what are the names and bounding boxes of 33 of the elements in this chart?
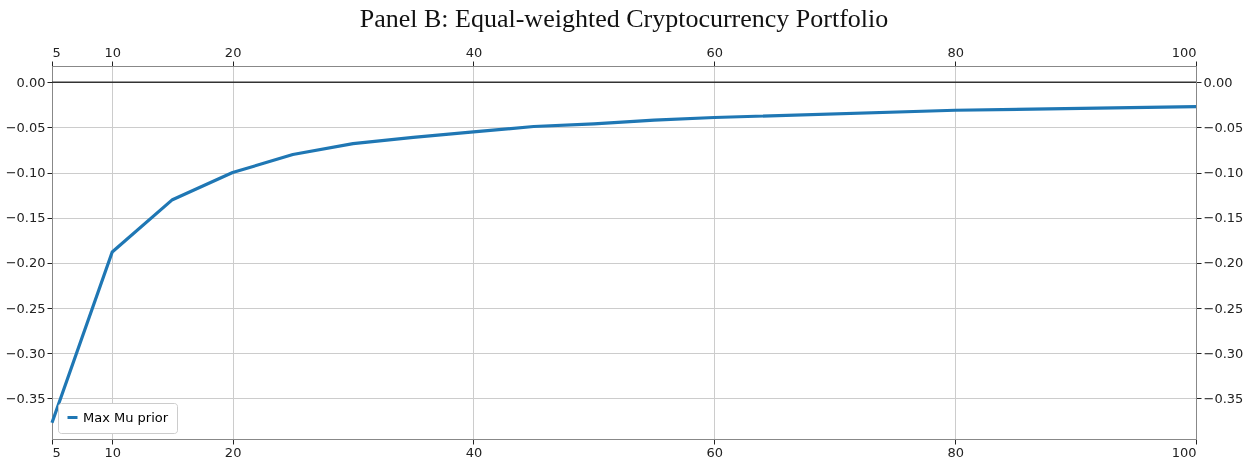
y2-tick-label: −0.05 [1203,119,1244,135]
y-tick-label: −0.10 [5,165,46,181]
x-tick-label: 80 [947,444,964,460]
y-tick-label: −0.15 [5,210,46,226]
line-series [50,105,1198,425]
y-tick-label: 0.00 [16,74,46,90]
y-tick-label: −0.05 [5,119,46,135]
x-tick-label: 10 [104,444,121,460]
y2-tick-label: −0.30 [1203,345,1244,361]
x-tick-label: 20 [224,444,242,460]
x-tick-label: 40 [465,444,483,460]
x2-tick-label: 10 [104,44,121,60]
y-tick-label: −0.20 [5,255,46,271]
chart-title: Panel B: Equal-weighted Cryptocurrency Portfolio [359,4,889,33]
x-tick-label: 5 [52,444,61,460]
y2-tick-label: −0.35 [1203,390,1244,406]
x-tick-label: 100 [1171,444,1197,460]
x2-tick-label: 40 [465,44,483,60]
y2-tick-label: −0.15 [1203,210,1244,226]
x2-tick-label: 100 [1171,44,1197,60]
x2-tick-label: 20 [224,44,242,60]
y2-tick-label: −0.10 [1203,165,1244,181]
x-tick-label: 60 [706,444,724,460]
y2-tick-label: −0.25 [1203,300,1244,316]
y-tick-label: −0.35 [5,390,46,406]
legend-label: Max Mu prior [83,409,169,425]
y-tick-label: −0.30 [5,345,46,361]
x2-tick-label: 80 [947,44,964,60]
x2-tick-label: 5 [52,44,61,60]
y2-tick-label: −0.20 [1203,255,1244,271]
y2-tick-label: 0.00 [1203,74,1233,90]
x2-tick-label: 60 [706,44,724,60]
y-tick-label: −0.25 [5,300,46,316]
